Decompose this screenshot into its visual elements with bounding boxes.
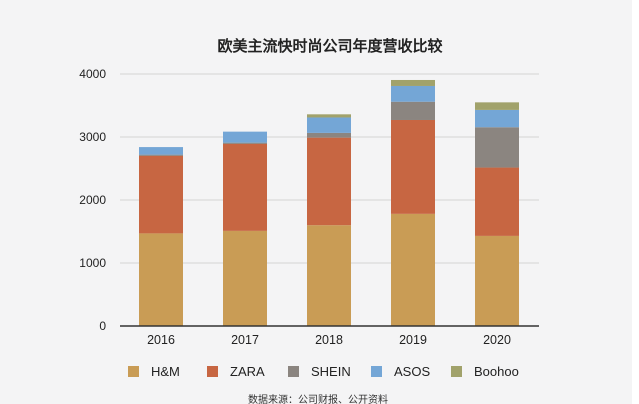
legend-label: Boohoo: [474, 364, 519, 379]
bar-segment-hm: [139, 233, 183, 326]
y-tick-label: 0: [99, 319, 106, 333]
x-tick-label: 2018: [315, 333, 343, 347]
y-tick-label: 2000: [79, 193, 106, 207]
bar-segment-boohoo: [391, 79, 435, 86]
chart-title: 欧美主流快时尚公司年度营收比较: [217, 37, 442, 55]
bar-segment-hm: [223, 230, 267, 326]
bar-segment-shein: [475, 127, 519, 168]
legend-label: SHEIN: [311, 364, 351, 379]
legend-swatch: [451, 366, 462, 377]
legend-label: ASOS: [394, 364, 430, 379]
bar-segment-asos: [223, 131, 267, 143]
bar-segment-zara: [139, 155, 183, 234]
x-tick-label: 2020: [483, 333, 511, 347]
bar-segment-shein: [307, 132, 351, 138]
bar-segment-zara: [391, 119, 435, 214]
y-tick-label: 4000: [79, 67, 106, 81]
y-tick-label: 3000: [79, 130, 106, 144]
bar-segment-boohoo: [475, 102, 519, 110]
bar-segment-asos: [139, 147, 183, 155]
x-tick-label: 2019: [399, 333, 427, 347]
bar-segment-hm: [475, 235, 519, 326]
bar-segment-shein: [139, 154, 183, 156]
bar-segment-zara: [223, 143, 267, 231]
x-tick-label: 2017: [231, 333, 259, 347]
bar-segment-zara: [307, 137, 351, 226]
source-note: 数据来源：公司财报、公开资料: [248, 393, 388, 404]
legend-swatch: [288, 366, 299, 377]
legend-label: H&M: [151, 364, 180, 379]
legend-swatch: [128, 366, 139, 377]
legend-swatch: [371, 366, 382, 377]
bar-segment-boohoo: [307, 114, 351, 118]
bar-segment-asos: [475, 109, 519, 128]
bar-segment-asos: [391, 85, 435, 102]
bar-segment-hm: [307, 225, 351, 326]
x-tick-label: 2016: [147, 333, 175, 347]
bar-segment-shein: [223, 142, 267, 144]
bar-segment-shein: [391, 101, 435, 120]
legend-swatch: [207, 366, 218, 377]
bar-segment-asos: [307, 117, 351, 133]
bar-segment-hm: [391, 213, 435, 326]
legend-label: ZARA: [230, 364, 265, 379]
bar-segment-zara: [475, 167, 519, 236]
y-tick-label: 1000: [79, 256, 106, 270]
